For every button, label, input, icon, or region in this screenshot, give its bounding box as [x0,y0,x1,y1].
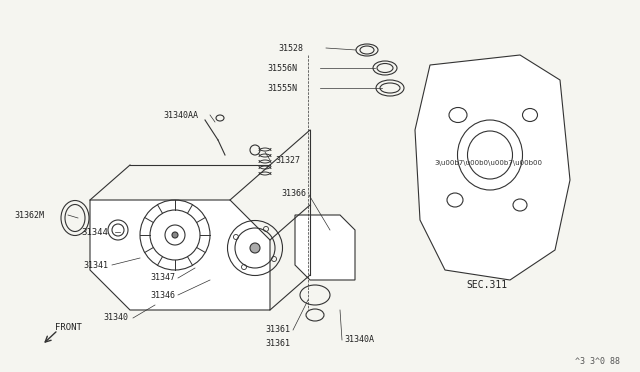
Text: 3\u00b7\u00b0\u00b7\u00b00: 3\u00b7\u00b0\u00b7\u00b00 [434,160,542,166]
Ellipse shape [172,232,178,238]
Polygon shape [415,55,570,280]
Text: SEC.311: SEC.311 [467,280,508,290]
Text: 31528: 31528 [278,44,303,52]
Text: 31555N: 31555N [267,83,297,93]
Text: 31347: 31347 [150,273,175,282]
Polygon shape [295,215,355,280]
Text: 31327: 31327 [275,155,300,164]
Text: 31366: 31366 [281,189,306,198]
Text: 31341: 31341 [83,260,108,269]
Text: 31361: 31361 [265,326,290,334]
Ellipse shape [250,243,260,253]
Text: 31346: 31346 [150,291,175,299]
Text: 31340AA: 31340AA [163,110,198,119]
Text: FRONT: FRONT [55,323,82,331]
Text: 31556N: 31556N [267,64,297,73]
Text: ^3 3^0 88: ^3 3^0 88 [575,357,620,366]
Text: 31340A: 31340A [344,336,374,344]
Text: 31340: 31340 [103,314,128,323]
Text: 31361: 31361 [265,339,290,347]
Text: 31344: 31344 [81,228,108,237]
Polygon shape [90,200,270,310]
Text: 31362M: 31362M [14,211,44,219]
